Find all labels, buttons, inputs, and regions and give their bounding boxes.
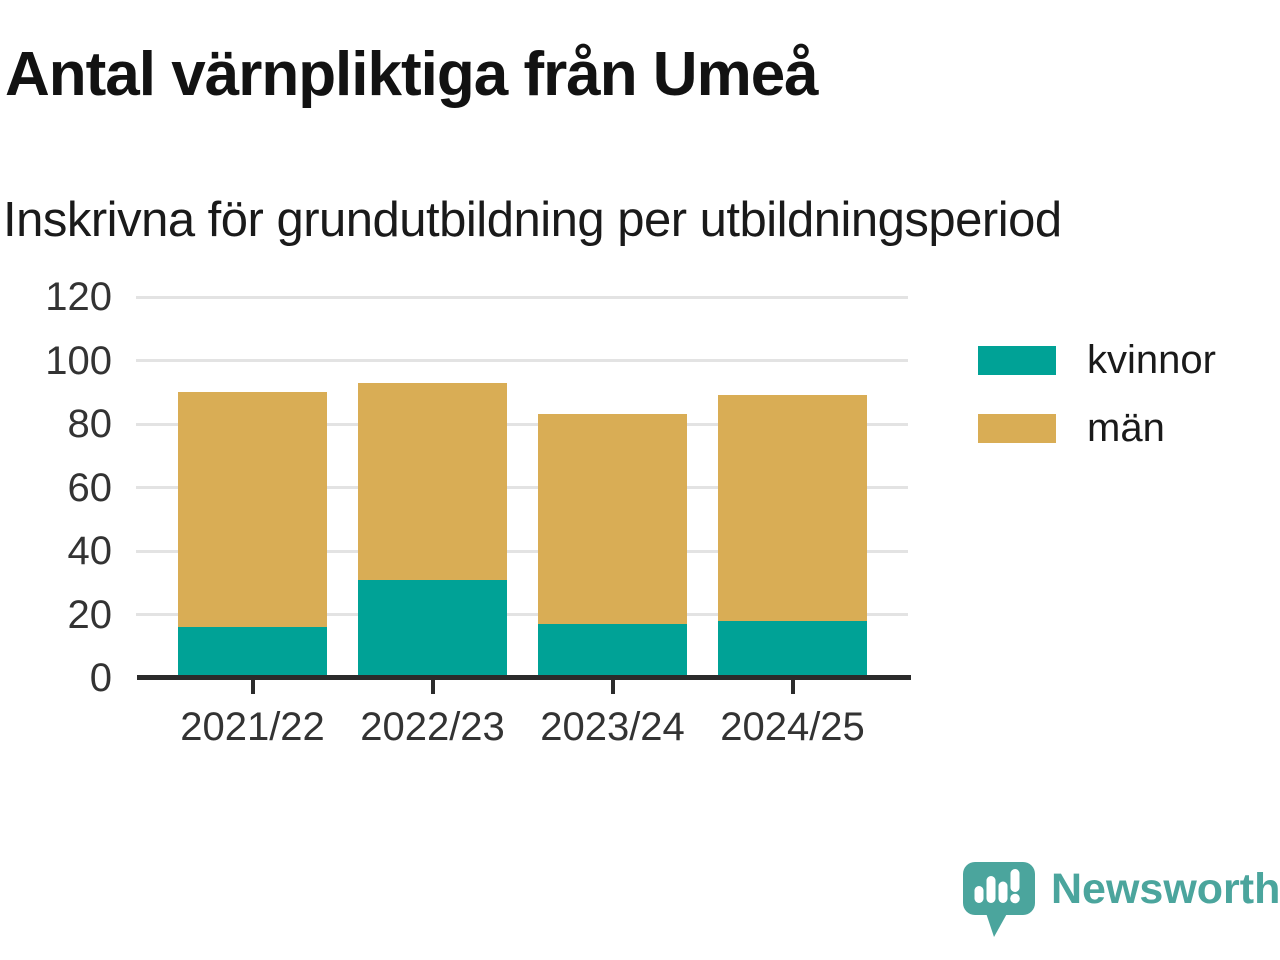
bar-segment-kvinnor [178, 627, 327, 678]
newsworthy-logo: Newsworthy [963, 862, 1280, 938]
gridline [136, 359, 908, 362]
bar-segment-män [358, 382, 507, 580]
y-axis-labels: 0 20 40 60 80 100 120 [0, 276, 113, 699]
y-tick-label: 60 [67, 465, 113, 510]
bar-segment-män [538, 414, 687, 625]
bar-segment-män [178, 392, 327, 628]
y-tick-label: 40 [67, 529, 113, 573]
chart-subtitle: Inskrivna för grundutbildning per utbild… [3, 193, 1062, 247]
gridline [136, 549, 908, 553]
y-tick-label: 100 [45, 338, 112, 383]
bar-segment-kvinnor [718, 620, 867, 678]
y-tick-label: 20 [67, 592, 113, 637]
x-tick-label: 2021/22 [180, 705, 325, 749]
bar-segment-män [718, 395, 867, 621]
gridline [136, 486, 908, 489]
gridline [136, 295, 908, 299]
bar-chart-speech-bubble-icon [963, 862, 1035, 937]
x-axis-tick [610, 680, 615, 694]
x-axis-tick [790, 680, 795, 694]
y-tick-label: 120 [45, 275, 112, 319]
x-axis-tick [430, 680, 435, 694]
y-tick-label: 0 [89, 656, 112, 700]
gridline [136, 613, 908, 616]
bar-segment-kvinnor [538, 624, 687, 678]
x-tick-label: 2023/24 [540, 705, 685, 749]
plot-area: 2021/22 2022/23 2023/24 2024/25 [136, 295, 911, 749]
legend-item-man: män [978, 408, 1216, 448]
gridline [136, 422, 908, 426]
y-tick-label: 80 [67, 402, 113, 446]
x-tick-label: 2024/25 [720, 705, 865, 749]
x-tick-label: 2022/23 [360, 705, 505, 749]
kvinnor-swatch-icon [978, 345, 1056, 375]
chart-title: Antal värnpliktiga från Umeå [5, 40, 819, 109]
bar-segment-kvinnor [358, 579, 507, 678]
legend-label: män [1087, 406, 1165, 450]
x-axis-line [137, 675, 911, 680]
legend: kvinnor män [978, 340, 1216, 476]
legend-item-kvinnor: kvinnor [978, 340, 1216, 380]
man-swatch-icon [978, 413, 1056, 443]
legend-label: kvinnor [1087, 338, 1216, 382]
newsworthy-logo-text: Newsworthy [1051, 865, 1280, 913]
x-axis-tick [250, 680, 255, 694]
